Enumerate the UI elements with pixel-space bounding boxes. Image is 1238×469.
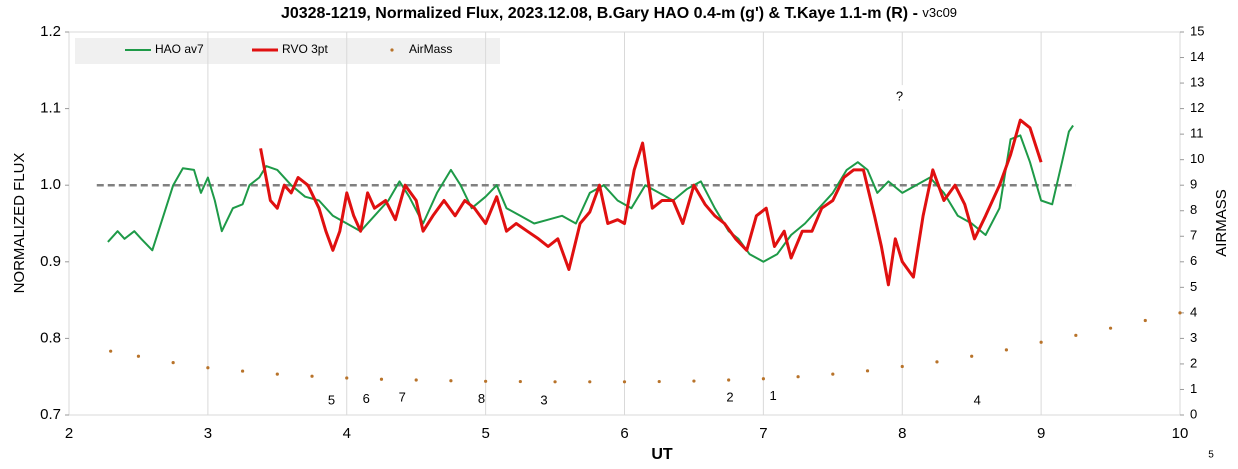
y2-tick-label: 12 [1190, 100, 1204, 115]
y-axis-label: NORMALIZED FLUX [11, 153, 28, 294]
airmass-dot [935, 360, 939, 364]
x-tick-label: 6 [620, 425, 628, 442]
airmass-dot [206, 366, 210, 370]
y2-tick-label: 14 [1190, 49, 1204, 64]
airmass-dot [1108, 326, 1113, 330]
airmass-dot [1143, 318, 1147, 323]
y2-tick-label: 5 [1190, 279, 1197, 294]
airmass-dot [345, 376, 349, 380]
legend-label: HAO av7 [155, 42, 204, 56]
y2-axis-label: AIRMASS [1213, 189, 1230, 257]
x-tick-label: 7 [759, 425, 767, 442]
annotation: 2 [726, 390, 733, 405]
airmass-dot [588, 380, 592, 384]
y2-tick-label: 4 [1190, 304, 1197, 319]
airmass-dot [865, 369, 870, 373]
x-tick-label: 9 [1037, 425, 1045, 442]
annotation: ? [896, 89, 903, 104]
annotation: 7 [399, 390, 406, 405]
airmass-dot [449, 379, 453, 383]
annotation-bg [887, 85, 912, 110]
annotation: 4 [974, 393, 981, 408]
y2-tick-label: 6 [1190, 253, 1197, 268]
airmass-dot [900, 364, 904, 369]
x-tick-label: 4 [343, 425, 351, 442]
page-number: 5 [1208, 450, 1214, 461]
chart-title: J0328-1219, Normalized Flux, 2023.12.08,… [281, 5, 957, 22]
airmass-dot [831, 372, 835, 376]
y2-tick-label: 3 [1190, 330, 1197, 345]
annotation: 1 [769, 388, 776, 403]
airmass-dot [240, 369, 245, 373]
x-tick-label: 10 [1172, 425, 1189, 442]
airmass-dot [379, 377, 384, 381]
airmass-dot [136, 354, 141, 358]
airmass-dot [796, 375, 800, 379]
airmass-dot [1004, 348, 1009, 352]
title-main: J0328-1219, Normalized Flux, 2023.12.08,… [281, 5, 922, 22]
x-tick-label: 8 [898, 425, 906, 442]
airmass-dot [727, 378, 731, 382]
annotation: 5 [328, 393, 335, 408]
title-version: v3c09 [922, 5, 957, 20]
x-tick-label: 2 [65, 425, 73, 442]
airmass-dot [1039, 340, 1043, 344]
airmass-dot [109, 349, 113, 353]
y2-tick-label: 7 [1190, 228, 1197, 243]
legend-label: RVO 3pt [282, 42, 328, 56]
airmass-dot [761, 377, 765, 381]
y2-tick-label: 8 [1190, 202, 1197, 217]
y2-tick-label: 15 [1190, 23, 1204, 38]
y-tick-label: 0.8 [40, 329, 61, 346]
airmass-dot [622, 380, 627, 384]
airmass-dot [484, 379, 488, 383]
x-tick-label: 3 [204, 425, 212, 442]
airmass-dot [553, 380, 557, 384]
y2-tick-label: 1 [1190, 381, 1197, 396]
airmass-dot [414, 378, 418, 382]
legend-label: AirMass [409, 42, 452, 56]
y2-tick-label: 11 [1190, 126, 1204, 141]
airmass-dot [310, 374, 314, 378]
x-axis-label: UT [651, 446, 673, 463]
legend-swatch [390, 48, 394, 52]
airmass-dot [692, 379, 696, 383]
y2-tick-label: 13 [1190, 75, 1204, 90]
series-line [259, 118, 1043, 287]
annotation: 3 [540, 393, 547, 408]
y-tick-label: 1.1 [40, 100, 61, 117]
y-tick-label: 0.9 [40, 253, 61, 270]
y-tick-label: 0.7 [40, 406, 61, 423]
y2-tick-label: 0 [1190, 406, 1197, 421]
y2-tick-label: 2 [1190, 355, 1197, 370]
series-line [107, 124, 1074, 263]
y2-tick-label: 9 [1190, 177, 1197, 192]
airmass-dot [1074, 333, 1078, 337]
y-tick-label: 1.2 [40, 23, 61, 40]
annotation: 6 [363, 391, 370, 406]
airmass-dot [657, 379, 661, 384]
airmass-dot [275, 372, 279, 376]
airmass-dot [518, 379, 522, 384]
airmass-dot [970, 354, 974, 358]
x-tick-label: 5 [481, 425, 489, 442]
airmass-dot [171, 361, 175, 365]
y-tick-label: 1.0 [40, 176, 61, 193]
airmass-dot [1178, 311, 1182, 315]
y2-tick-label: 10 [1190, 151, 1204, 166]
annotation: 8 [478, 391, 485, 406]
